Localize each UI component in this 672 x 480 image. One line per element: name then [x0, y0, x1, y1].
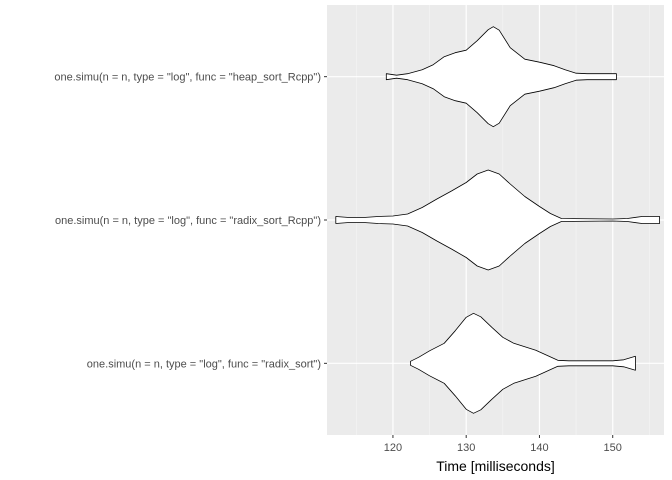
x-axis-title: Time [milliseconds]	[436, 458, 555, 474]
y-axis: one.simu(n = n, type = "log", func = "ra…	[54, 72, 327, 370]
y-tick-label: one.simu(n = n, type = "log", func = "ra…	[55, 215, 321, 227]
x-axis: 120 130 140 150	[384, 435, 622, 454]
x-tick-label: 120	[384, 442, 402, 454]
x-tick-label: 150	[604, 442, 622, 454]
violin-shape	[385, 26, 617, 128]
violin-shape	[335, 169, 660, 271]
y-tick-label: one.simu(n = n, type = "log", func = "he…	[54, 72, 321, 84]
y-tick-label: one.simu(n = n, type = "log", func = "ra…	[87, 358, 321, 370]
violin-shape	[410, 312, 636, 414]
x-tick-label: 130	[457, 442, 475, 454]
violin-layer	[335, 26, 660, 414]
x-tick-label: 140	[530, 442, 548, 454]
